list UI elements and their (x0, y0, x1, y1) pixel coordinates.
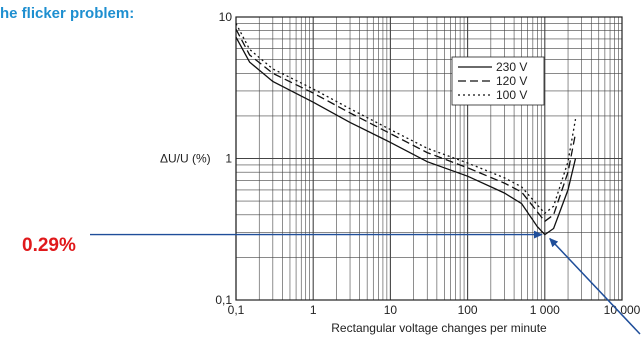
tick-labels: 0,1 1 10 100 1 000 10 000 0,1 1 10 Rectangular vo… (160, 10, 641, 335)
y-axis-label: ΔU/U (%) (160, 152, 211, 166)
grid-lines (235, 16, 623, 301)
arrow-diagonal (549, 237, 641, 335)
y-tick-label: 1 (225, 152, 232, 166)
legend-box (451, 56, 545, 106)
annotation-arrows (90, 230, 641, 335)
x-tick-label: 100 (458, 303, 478, 317)
legend-entry: 100 V (496, 88, 527, 102)
slide-heading: he flicker problem: (0, 5, 135, 22)
y-tick-label: 10 (219, 10, 233, 24)
x-tick-label: 10 000 (604, 303, 641, 317)
series-lines (235, 23, 577, 236)
callout-label: 0.29% (22, 235, 76, 256)
series-line (235, 23, 577, 215)
x-axis-label: Rectangular voltage changes per minute (331, 321, 547, 335)
series-line (235, 28, 577, 223)
x-tick-label: 1 (310, 303, 317, 317)
legend-entry: 120 V (496, 74, 527, 88)
y-tick-label: 0,1 (215, 293, 232, 307)
x-tick-label: 0,1 (228, 303, 245, 317)
x-tick-label: 10 (384, 303, 398, 317)
plot-frame (235, 16, 623, 301)
series-line (235, 36, 577, 236)
x-tick-label: 1 000 (530, 303, 560, 317)
legend-entry: 230 V (496, 60, 527, 74)
